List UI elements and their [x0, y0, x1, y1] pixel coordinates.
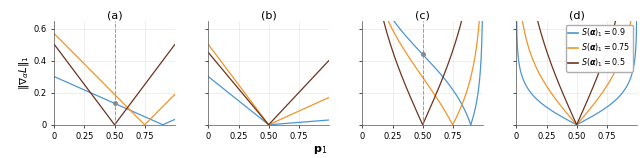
$S(\boldsymbol{\alpha})_1 = 0.75$	[513, 15, 520, 17]
$S(\boldsymbol{\alpha})_1 = 0.5$	[568, 113, 575, 115]
$S(\boldsymbol{\alpha})_1 = 0.75$	[629, 15, 637, 17]
Line: $S(\boldsymbol{\alpha})_1 = 0.9$: $S(\boldsymbol{\alpha})_1 = 0.9$	[516, 16, 637, 125]
Title: (d): (d)	[569, 10, 584, 20]
$S(\boldsymbol{\alpha})_1 = 0.5$	[630, 15, 637, 17]
$S(\boldsymbol{\alpha})_1 = 0.75$	[568, 118, 575, 120]
$S(\boldsymbol{\alpha})_1 = 0.75$	[630, 15, 637, 17]
$S(\boldsymbol{\alpha})_1 = 0.9$	[571, 123, 579, 125]
$S(\boldsymbol{\alpha})_1 = 0.9$	[573, 124, 580, 126]
Title: (b): (b)	[260, 10, 276, 20]
$S(\boldsymbol{\alpha})_1 = 0.5$	[633, 15, 640, 17]
Line: $S(\boldsymbol{\alpha})_1 = 0.75$: $S(\boldsymbol{\alpha})_1 = 0.75$	[516, 16, 637, 125]
Title: (c): (c)	[415, 10, 430, 20]
$S(\boldsymbol{\alpha})_1 = 0.9$	[633, 15, 640, 17]
$S(\boldsymbol{\alpha})_1 = 0.5$	[571, 120, 579, 122]
$S(\boldsymbol{\alpha})_1 = 0.9$	[607, 103, 615, 105]
$S(\boldsymbol{\alpha})_1 = 0.75$	[607, 78, 615, 79]
Text: $\mathbf{p}_1$: $\mathbf{p}_1$	[313, 144, 327, 156]
Line: $S(\boldsymbol{\alpha})_1 = 0.5$: $S(\boldsymbol{\alpha})_1 = 0.5$	[516, 16, 637, 125]
$S(\boldsymbol{\alpha})_1 = 0.5$	[519, 15, 527, 17]
Title: (a): (a)	[107, 10, 122, 20]
Legend: $S(\boldsymbol{\alpha})_1 = 0.9$, $S(\boldsymbol{\alpha})_1 = 0.75$, $S(\boldsym: $S(\boldsymbol{\alpha})_1 = 0.9$, $S(\bo…	[566, 24, 633, 72]
$S(\boldsymbol{\alpha})_1 = 0.9$	[519, 77, 527, 79]
$S(\boldsymbol{\alpha})_1 = 0.75$	[573, 124, 580, 126]
$S(\boldsymbol{\alpha})_1 = 0.75$	[633, 15, 640, 17]
$S(\boldsymbol{\alpha})_1 = 0.5$	[629, 15, 637, 17]
$S(\boldsymbol{\alpha})_1 = 0.75$	[519, 21, 527, 23]
$S(\boldsymbol{\alpha})_1 = 0.9$	[629, 68, 637, 70]
$S(\boldsymbol{\alpha})_1 = 0.5$	[573, 124, 580, 126]
$S(\boldsymbol{\alpha})_1 = 0.9$	[568, 121, 575, 123]
Y-axis label: $\|\nabla_\alpha L\|_1$: $\|\nabla_\alpha L\|_1$	[17, 55, 31, 90]
$S(\boldsymbol{\alpha})_1 = 0.5$	[513, 15, 520, 17]
$S(\boldsymbol{\alpha})_1 = 0.5$	[607, 36, 615, 37]
$S(\boldsymbol{\alpha})_1 = 0.9$	[630, 67, 637, 69]
$S(\boldsymbol{\alpha})_1 = 0.75$	[571, 122, 579, 124]
$S(\boldsymbol{\alpha})_1 = 0.9$	[513, 15, 520, 17]
